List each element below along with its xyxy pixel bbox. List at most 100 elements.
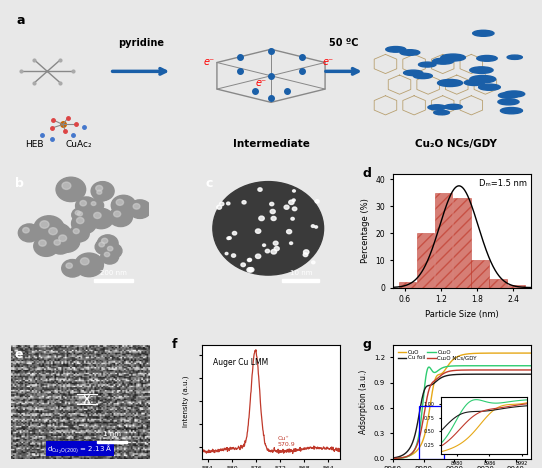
Text: Cu⁺
570.9: Cu⁺ 570.9 (278, 436, 295, 452)
Circle shape (315, 226, 318, 228)
Text: d$_{\rm Cu_2O(200)}$ = 2.13 Å: d$_{\rm Cu_2O(200)}$ = 2.13 Å (47, 442, 113, 455)
Text: 50 ºC: 50 ºC (329, 38, 359, 48)
Circle shape (434, 110, 449, 115)
Circle shape (499, 93, 519, 98)
Text: CuAc₂: CuAc₂ (65, 139, 92, 149)
Circle shape (96, 185, 102, 191)
Circle shape (248, 258, 251, 261)
Text: 200 nm: 200 nm (100, 270, 127, 276)
Circle shape (289, 242, 293, 244)
Circle shape (225, 252, 228, 255)
Circle shape (498, 99, 519, 105)
Circle shape (74, 209, 91, 223)
Circle shape (75, 253, 104, 277)
Circle shape (228, 237, 231, 239)
Circle shape (72, 213, 96, 234)
Circle shape (62, 260, 83, 277)
Circle shape (291, 218, 294, 220)
Circle shape (54, 231, 80, 252)
Circle shape (50, 236, 71, 254)
Circle shape (38, 240, 46, 246)
Circle shape (43, 223, 72, 246)
Circle shape (104, 252, 109, 256)
Circle shape (72, 208, 89, 222)
Circle shape (133, 204, 140, 209)
Circle shape (404, 70, 423, 75)
Y-axis label: Adsorption (a.u.): Adsorption (a.u.) (359, 369, 369, 434)
Circle shape (414, 73, 433, 79)
Circle shape (111, 195, 136, 215)
Circle shape (247, 268, 253, 272)
Circle shape (241, 263, 246, 267)
Text: e⁻: e⁻ (203, 58, 215, 67)
Bar (472, 261, 488, 288)
Circle shape (507, 55, 522, 59)
Legend: CuO, Cu foil, Cu₂O, Cu₂O NCs/GDY: CuO, Cu foil, Cu₂O, Cu₂O NCs/GDY (396, 347, 479, 363)
Circle shape (500, 108, 522, 114)
Circle shape (109, 207, 132, 227)
Circle shape (270, 210, 275, 213)
Circle shape (91, 182, 114, 201)
Circle shape (293, 190, 295, 192)
Circle shape (433, 58, 454, 64)
Text: d: d (363, 167, 371, 180)
Circle shape (248, 259, 251, 262)
Circle shape (437, 80, 462, 87)
Text: e⁻: e⁻ (323, 58, 334, 67)
Circle shape (94, 188, 110, 201)
Circle shape (18, 224, 40, 242)
Circle shape (287, 230, 292, 234)
Circle shape (89, 208, 113, 229)
X-axis label: Particle Size (nm): Particle Size (nm) (425, 310, 499, 319)
Bar (419, 406, 443, 459)
Circle shape (265, 249, 269, 253)
Bar (454, 198, 470, 288)
Circle shape (76, 218, 84, 224)
Text: Cu₂O NCs/GDY: Cu₂O NCs/GDY (415, 139, 496, 149)
Circle shape (400, 50, 420, 55)
Text: e: e (15, 348, 23, 361)
Circle shape (255, 254, 261, 258)
Bar (96, 441, 127, 443)
Circle shape (304, 250, 309, 254)
Text: 1 nm: 1 nm (103, 431, 121, 437)
Circle shape (311, 225, 314, 227)
Text: b: b (15, 177, 24, 190)
Circle shape (242, 201, 246, 204)
Circle shape (80, 258, 89, 265)
Circle shape (104, 243, 122, 258)
Circle shape (101, 238, 108, 243)
Circle shape (97, 190, 102, 194)
Text: e⁻: e⁻ (255, 78, 267, 88)
Circle shape (271, 249, 276, 254)
Circle shape (464, 80, 485, 86)
Circle shape (62, 182, 71, 190)
Circle shape (114, 211, 121, 217)
Bar (94, 279, 133, 282)
Circle shape (284, 205, 289, 209)
Circle shape (289, 200, 294, 205)
Circle shape (470, 75, 496, 83)
Circle shape (479, 84, 500, 90)
Text: Auger Cu LMM: Auger Cu LMM (213, 358, 268, 367)
Circle shape (73, 229, 79, 234)
Text: f: f (171, 338, 177, 351)
Circle shape (273, 241, 278, 245)
Circle shape (75, 197, 97, 215)
Bar (282, 279, 319, 282)
Circle shape (59, 235, 67, 241)
Circle shape (262, 244, 266, 247)
Circle shape (233, 232, 237, 235)
Circle shape (107, 246, 113, 251)
Circle shape (258, 188, 262, 191)
Circle shape (40, 221, 49, 228)
Circle shape (220, 202, 224, 206)
Circle shape (56, 177, 86, 202)
Text: a: a (16, 14, 24, 27)
Text: 10 nm: 10 nm (290, 270, 313, 276)
Circle shape (80, 200, 86, 206)
Bar (435, 193, 453, 288)
Text: g: g (363, 338, 371, 351)
Circle shape (441, 54, 466, 61)
Circle shape (227, 202, 230, 205)
